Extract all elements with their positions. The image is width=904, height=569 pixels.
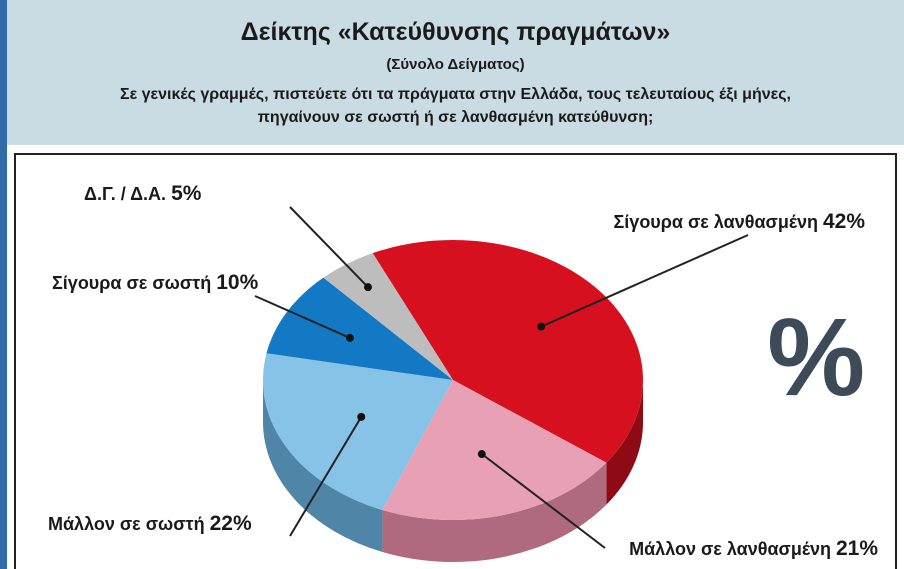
leader-dot-1: [537, 322, 546, 331]
leader-dot-5: [364, 283, 373, 292]
survey-question: Σε γενικές γραμμές, πιστεύετε ότι τα πρά…: [7, 83, 904, 129]
leader-line-5: [289, 206, 369, 288]
slice-label-text-3: Μάλλον σε σωστή: [48, 514, 210, 534]
survey-question-line-2: πηγαίνουν σε σωστή ή σε λανθασμένη κατεύ…: [257, 109, 654, 126]
pie-slice-1: [372, 240, 643, 463]
leader-line-3: [289, 416, 363, 537]
chart-subtitle: (Σύνολο Δείγματος): [386, 56, 525, 73]
slice-label-text-5: Δ.Γ. / Δ.Α.: [84, 184, 171, 204]
pie-side-2: [382, 462, 607, 562]
pie-slice-2: [382, 380, 607, 520]
pie-side-1: [606, 380, 643, 505]
pie-labels: Σίγουρα σε λανθασμένη 42% Μάλλον σε λανθα…: [48, 182, 878, 560]
leader-line-2: [481, 453, 606, 549]
slice-label-3: Μάλλον σε σωστή 22%: [48, 512, 252, 535]
header-panel: [7, 0, 904, 145]
leader-dot-4: [345, 333, 354, 342]
pie-slices: [263, 240, 643, 520]
slice-value-5: 5%: [171, 182, 202, 205]
leader-line-1: [540, 234, 749, 328]
slice-label-5: Δ.Γ. / Δ.Α. 5%: [84, 182, 202, 205]
pie-leader-lines: [254, 206, 749, 549]
pie-sides: [263, 380, 643, 562]
slice-label-2: Μάλλον σε λανθασμένη 21%: [629, 537, 878, 560]
percent-symbol: %: [767, 296, 865, 419]
pie-slice-3: [263, 353, 453, 510]
slice-value-3: 22%: [210, 512, 252, 535]
pie-slice-4: [266, 277, 453, 380]
slice-label-1: Σίγουρα σε λανθασμένη 42%: [614, 210, 866, 233]
slice-label-text-2: Μάλλον σε λανθασμένη: [629, 539, 836, 559]
leader-line-4: [254, 295, 351, 339]
left-accent-strip: [0, 0, 7, 569]
slice-label-4: Σίγουρα σε σωστή 10%: [52, 271, 259, 294]
slice-value-2: 21%: [836, 537, 878, 560]
slice-value-1: 42%: [823, 210, 865, 233]
chart-title: Δείκτης «Κατεύθυνσης πραγμάτων»: [240, 18, 671, 46]
slice-value-4: 10%: [216, 271, 258, 294]
pie-slice-5: [323, 253, 453, 380]
slice-label-text-4: Σίγουρα σε σωστή: [52, 273, 216, 293]
slice-label-text-1: Σίγουρα σε λανθασμένη: [614, 212, 823, 232]
survey-question-line-1: Σε γενικές γραμμές, πιστεύετε ότι τα πρά…: [119, 86, 791, 103]
leader-dot-2: [477, 450, 486, 459]
leader-dot-3: [357, 412, 366, 421]
pie-side-3: [263, 380, 383, 552]
